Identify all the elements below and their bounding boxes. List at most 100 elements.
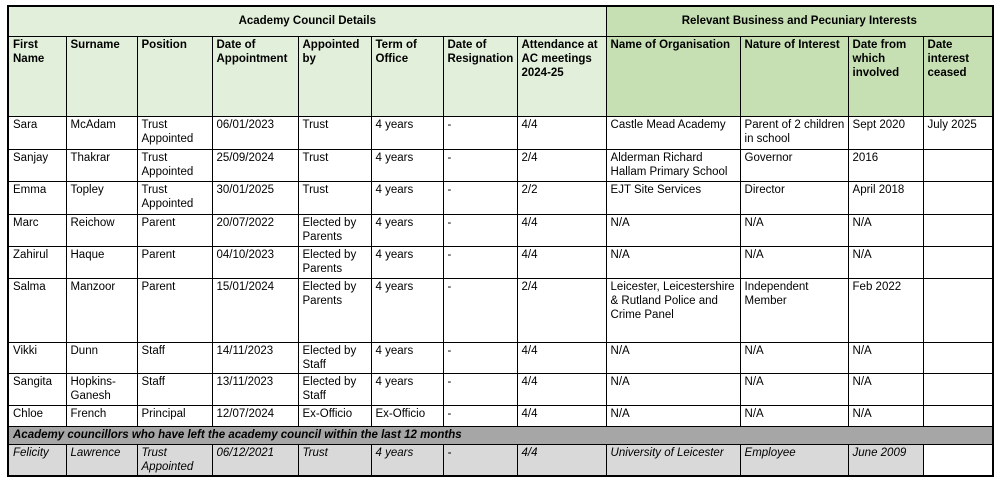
table-cell: N/A <box>605 404 741 427</box>
column-header: Name of Organisation <box>605 35 741 117</box>
table-cell: Trust <box>297 180 372 215</box>
table-cell: 4 years <box>370 372 444 406</box>
table-cell: 06/01/2023 <box>211 115 299 150</box>
table-cell: McAdam <box>65 115 138 150</box>
table-cell: University of Leicester <box>605 443 741 477</box>
table-cell: Ex-Officio <box>297 404 372 427</box>
table-cell: 4 years <box>370 443 444 477</box>
table-cell: Principal <box>136 404 213 427</box>
table-cell: - <box>442 148 518 182</box>
table-cell: Director <box>739 180 849 215</box>
table-cell: N/A <box>847 245 924 279</box>
table-cell: Trust Appointed <box>136 443 213 477</box>
table-cell: Ex-Officio <box>370 404 444 427</box>
councillor-row: Marc Reichow Parent 20/07/2022 Elected by Pa… <box>7 213 994 247</box>
table-cell: Zahirul <box>7 245 67 279</box>
table-cell: Lawrence <box>65 443 138 477</box>
table-cell: Emma <box>7 180 67 215</box>
table-cell <box>922 443 994 477</box>
table-cell <box>922 277 994 343</box>
table-cell: 4/4 <box>516 443 607 477</box>
table-cell: 30/01/2025 <box>211 180 299 215</box>
table-cell: 25/09/2024 <box>211 148 299 182</box>
councillor-row: Vikki Dunn Staff 14/11/2023 Elected by Staff… <box>7 341 994 374</box>
table-cell: 4 years <box>370 245 444 279</box>
table-cell: - <box>442 443 518 477</box>
table-cell <box>922 245 994 279</box>
table-cell <box>922 213 994 247</box>
table-cell: Trust <box>297 115 372 150</box>
table-cell: Castle Mead Academy <box>605 115 741 150</box>
table-cell: Elected by Parents <box>297 245 372 279</box>
table-cell: N/A <box>605 372 741 406</box>
councillors-rows: Sara McAdam Trust Appointed 06/01/2023 Trust… <box>7 115 994 427</box>
table-cell: Elected by Parents <box>297 277 372 343</box>
table-cell: French <box>65 404 138 427</box>
table-cell: 4/4 <box>516 372 607 406</box>
leavers-band-row: Academy councillors who have left the ac… <box>7 425 994 445</box>
table-cell: - <box>442 180 518 215</box>
councillor-row: Emma Topley Trust Appointed 30/01/2025 Trust… <box>7 180 994 215</box>
table-cell: N/A <box>739 372 849 406</box>
councillor-row: Sanjay Thakrar Trust Appointed 25/09/2024 Tr… <box>7 148 994 182</box>
table-cell: EJT Site Services <box>605 180 741 215</box>
column-header: Date interest ceased <box>922 35 994 117</box>
table-cell: April 2018 <box>847 180 924 215</box>
table-cell: 4/4 <box>516 115 607 150</box>
table-cell: 4/4 <box>516 341 607 374</box>
table-cell: 4 years <box>370 341 444 374</box>
leavers-section: Academy councillors who have left the ac… <box>7 425 994 445</box>
table-cell: Sept 2020 <box>847 115 924 150</box>
table-cell: Trust Appointed <box>136 115 213 150</box>
table-cell: Marc <box>7 213 67 247</box>
table-cell: N/A <box>739 213 849 247</box>
table-cell: Employee <box>739 443 849 477</box>
table-cell: Elected by Parents <box>297 213 372 247</box>
table-cell: Feb 2022 <box>847 277 924 343</box>
table-cell: - <box>442 213 518 247</box>
table-cell: N/A <box>605 341 741 374</box>
table-cell <box>922 372 994 406</box>
table-cell: N/A <box>739 341 849 374</box>
table-cell: 06/12/2021 <box>211 443 299 477</box>
table-cell: 4/4 <box>516 213 607 247</box>
table-cell: N/A <box>605 213 741 247</box>
column-header: Nature of Interest <box>739 35 849 117</box>
table-cell: 14/11/2023 <box>211 341 299 374</box>
table-cell: Sanjay <box>7 148 67 182</box>
leaver-row: Felicity Lawrence Trust Appointed 06/12/202… <box>7 443 994 477</box>
councillor-row: Sangita Hopkins-Ganesh Staff 13/11/2023 Elec… <box>7 372 994 406</box>
table-cell: - <box>442 277 518 343</box>
column-header: Date from which involved <box>847 35 924 117</box>
table-cell: N/A <box>739 404 849 427</box>
table-cell <box>922 148 994 182</box>
table-cell: Parent <box>136 245 213 279</box>
table-cell: Topley <box>65 180 138 215</box>
leaver-rows: Felicity Lawrence Trust Appointed 06/12/202… <box>7 443 994 477</box>
table-cell: 4 years <box>370 277 444 343</box>
table-cell: Sangita <box>7 372 67 406</box>
section-header-row: Academy Council Details Relevant Busines… <box>7 5 994 37</box>
table-cell: Staff <box>136 341 213 374</box>
table-cell: 13/11/2023 <box>211 372 299 406</box>
table-cell: 4 years <box>370 213 444 247</box>
table-cell: - <box>442 341 518 374</box>
table-cell: N/A <box>847 372 924 406</box>
table-cell <box>922 404 994 427</box>
table-cell: 04/10/2023 <box>211 245 299 279</box>
table-cell: Hopkins-Ganesh <box>65 372 138 406</box>
table-cell: 4/4 <box>516 404 607 427</box>
table-cell: Trust Appointed <box>136 180 213 215</box>
table-cell: Staff <box>136 372 213 406</box>
councillor-row: Chloe French Principal 12/07/2024 Ex-Officio… <box>7 404 994 427</box>
column-header: First Name <box>7 35 67 117</box>
table-cell: 2016 <box>847 148 924 182</box>
column-header-row: First Name Surname Position Date of Appoint… <box>7 35 994 117</box>
table-cell: Independent Member <box>739 277 849 343</box>
councillor-row: Sara McAdam Trust Appointed 06/01/2023 Trust… <box>7 115 994 150</box>
table-cell: 2/2 <box>516 180 607 215</box>
councillors-register-table: Academy Council Details Relevant Busines… <box>7 5 995 478</box>
table-cell: Alderman Richard Hallam Primary School <box>605 148 741 182</box>
table-cell: Chloe <box>7 404 67 427</box>
councillor-row: Zahirul Haque Parent 04/10/2023 Elected by P… <box>7 245 994 279</box>
